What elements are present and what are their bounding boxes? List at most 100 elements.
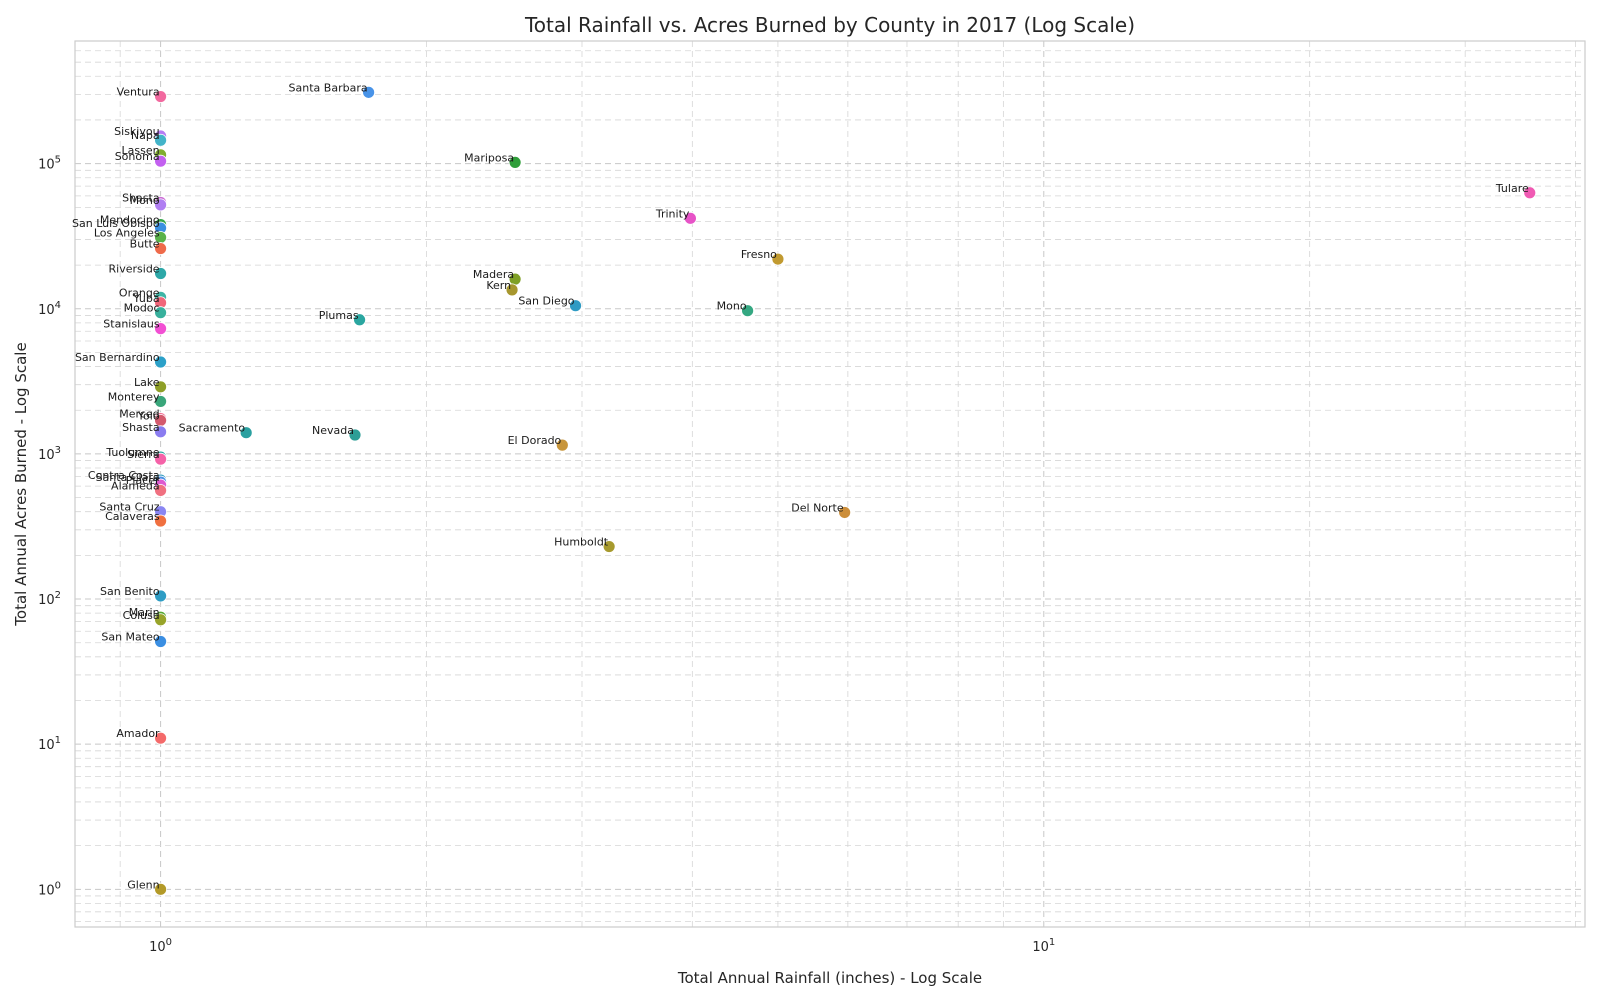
plot-frame [74,40,1586,928]
y-tick-label: 104 [38,300,61,318]
x-axis-label: Total Annual Rainfall (inches) - Log Sca… [677,969,982,987]
point-label: Del Norte [791,501,844,514]
data-point [154,267,167,280]
y-tick-label: 101 [38,735,61,753]
point-label: Sonoma [115,150,160,163]
data-point [602,540,616,553]
data-point [154,380,167,394]
data-point [154,90,167,103]
data-point [154,395,167,408]
point-label: Madera [473,268,514,281]
data-point [348,428,362,442]
x-tick-label: 101 [1032,937,1055,955]
point-label: Santa Cruz [99,501,159,514]
point-label: Mono [130,194,160,207]
point-label: Mariposa [464,151,514,164]
chart-title: Total Rainfall vs. Acres Burned by Count… [524,13,1135,37]
point-label: Lake [134,376,160,389]
point-label: Sacramento [179,422,246,435]
point-label: Colusa [123,609,160,622]
data-point [154,355,167,369]
y-tick-label: 105 [38,155,61,173]
x-tick-label: 100 [149,937,172,955]
point-label: Contra Costa [88,469,160,482]
point-label: San Diego [518,295,574,308]
data-point [154,425,167,439]
point-label: Alameda [111,479,160,492]
point-label: San Mateo [101,630,160,643]
point-label: San Benito [100,585,160,598]
point-label: Napa [131,129,160,142]
point-label: Tulare [1495,182,1529,195]
point-label: Trinity [655,207,690,220]
data-point [505,283,519,297]
point-label: Kern [486,279,511,292]
point-label: Calaveras [105,510,160,523]
point-label: Humboldt [554,536,609,549]
point-label: Sierra [127,448,159,461]
data-point [154,198,167,212]
point-label: Fresno [741,248,777,261]
point-label: Mono [717,300,747,313]
plot-background [75,41,1585,927]
grid-lines [75,41,1585,927]
data-point [154,514,167,528]
point-label: Orange [119,286,160,299]
data-points [154,85,1537,896]
data-point [353,313,366,327]
point-label: Ventura [117,86,160,99]
point-label: San Luis Obispo [72,217,160,230]
data-point [684,211,697,225]
data-point [239,426,253,440]
data-point [154,452,167,466]
point-label: Mendocino [100,214,160,227]
point-label: Shasta [122,421,159,434]
data-point [154,613,167,627]
point-label: Merced [119,408,159,421]
data-point [154,882,167,896]
point-label: Monterey [108,390,160,403]
point-label: Shasta [122,191,159,204]
data-point [154,242,167,255]
point-label: Yolo [137,409,160,422]
point-label: Santa Clara [96,471,160,484]
point-label: Modoc [124,302,160,315]
point-label: Santa Barbara [289,81,368,94]
point-label: Placer [126,474,160,487]
point-label: Butte [130,238,160,251]
data-point [154,731,167,745]
data-point [154,154,167,168]
point-label: Los Angeles [94,226,160,239]
data-point [555,438,569,452]
point-label: San Bernardino [75,351,160,364]
point-label: Yuba [132,292,159,305]
y-tick-label: 103 [38,445,61,463]
point-label: El Dorado [508,434,562,447]
data-point [508,156,522,169]
data-point [838,506,852,519]
point-label: Nevada [312,424,354,437]
point-label: Amador [116,727,160,740]
point-label: Riverside [109,263,160,276]
data-point [154,133,167,147]
point-label: Tuolumne [105,446,159,459]
y-tick-labels: 100 101 102 103 104 105 [38,155,61,899]
data-point [154,484,167,497]
data-point [362,85,376,99]
data-point [1523,186,1537,200]
point-label: Plumas [319,309,359,322]
data-point [154,635,167,648]
data-point [154,322,167,336]
data-point [154,306,167,320]
point-label: Stanislaus [103,318,160,331]
data-point [771,252,785,266]
data-point [741,304,755,318]
point-label: Glenn [127,878,159,891]
point-label: Marin [129,606,160,619]
x-tick-labels: 100 101 [149,937,1055,955]
data-point [154,589,167,603]
y-axis-label: Total Annual Acres Burned - Log Scale [12,342,30,626]
point-label: Siskiyou [114,125,159,138]
